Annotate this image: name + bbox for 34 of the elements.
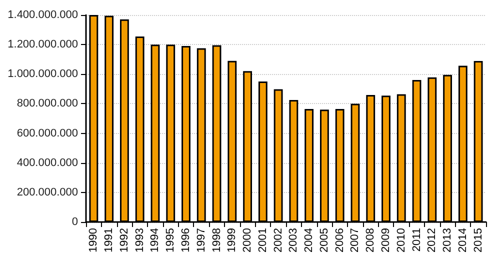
y-tick-label: 0 — [72, 216, 78, 228]
x-tick-label: 1993 — [134, 228, 146, 252]
y-tick-label: 800.000.000 — [16, 98, 78, 110]
x-tick-label: 2015 — [472, 228, 484, 252]
x-tick-label: 1992 — [118, 228, 130, 252]
x-tick-label: 2003 — [288, 228, 300, 252]
y-tick-label: 1.000.000.000 — [8, 68, 78, 80]
x-tick-label: 2008 — [364, 228, 377, 252]
x-tick-label: 2007 — [349, 228, 362, 252]
x-tick-label: 2010 — [395, 228, 408, 252]
x-tick-label: 1998 — [210, 228, 223, 252]
x-tick-label: 2000 — [242, 228, 254, 252]
x-tick-label: 2006 — [334, 228, 346, 252]
y-tick-label: 400.000.000 — [16, 156, 78, 169]
x-tick-label: 2014 — [456, 228, 469, 252]
y-tick-label: 1.400.000.000 — [8, 9, 78, 21]
x-tick-label: 2012 — [426, 228, 438, 252]
x-tick-label: 1996 — [180, 228, 192, 252]
x-tick-label: 1994 — [149, 228, 162, 252]
x-tick-label: 2002 — [272, 228, 284, 252]
x-tick-label: 1999 — [226, 228, 238, 252]
y-tick-label: 600.000.000 — [16, 127, 78, 140]
x-tick-label: 1990 — [88, 228, 100, 252]
x-tick-label: 2001 — [256, 228, 269, 252]
x-tick-label: 2013 — [442, 228, 454, 252]
x-tick-label: 1995 — [164, 228, 177, 252]
x-tick-label: 2011 — [410, 228, 423, 252]
y-tick-label: 200.000.000 — [16, 186, 78, 198]
x-tick-label: 2009 — [380, 228, 392, 252]
x-tick-label: 2004 — [303, 228, 316, 252]
x-tick-label: 2005 — [318, 228, 330, 252]
y-tick-label: 1.200.000.000 — [8, 38, 78, 51]
x-tick-label: 1997 — [195, 228, 208, 252]
x-tick-label: 1991 — [103, 228, 116, 252]
